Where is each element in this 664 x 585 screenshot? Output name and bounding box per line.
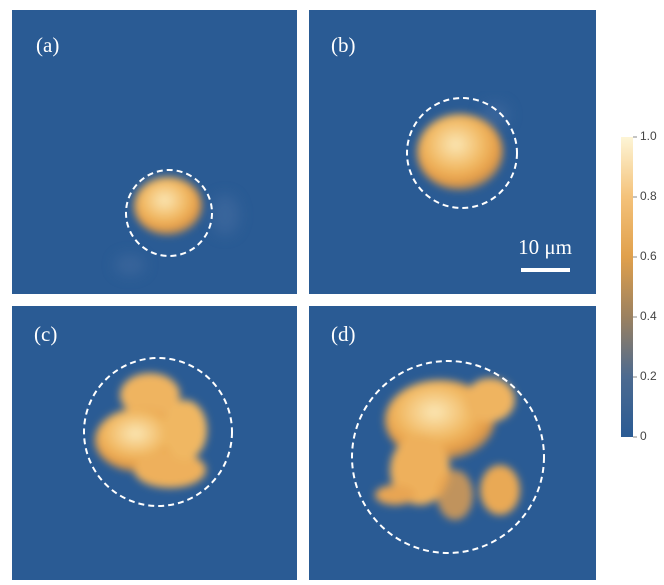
colorbar-tick-label: 1.0 bbox=[640, 129, 657, 143]
panel-label: (d) bbox=[331, 322, 356, 346]
colorbar-tick-label: 0.4 bbox=[640, 309, 657, 323]
figure: (a) (b) 10 μm (c) (d) 1.0 0.8 0.6 0.4 0.2 0 bbox=[0, 0, 664, 585]
colorbar-tick-label: 0 bbox=[640, 429, 647, 443]
blob bbox=[134, 177, 202, 235]
panel-label: (c) bbox=[34, 322, 57, 346]
blob bbox=[417, 114, 503, 190]
panel-label: (a) bbox=[36, 33, 59, 57]
panel-label: (b) bbox=[331, 33, 356, 57]
scale-bar bbox=[521, 268, 570, 272]
scale-bar-label: 10 μm bbox=[518, 235, 572, 259]
colorbar-tick-label: 0.8 bbox=[640, 189, 657, 203]
colorbar-tick-label: 0.6 bbox=[640, 249, 657, 263]
colorbar-tick-label: 0.2 bbox=[640, 369, 657, 383]
colorbar bbox=[621, 137, 633, 437]
